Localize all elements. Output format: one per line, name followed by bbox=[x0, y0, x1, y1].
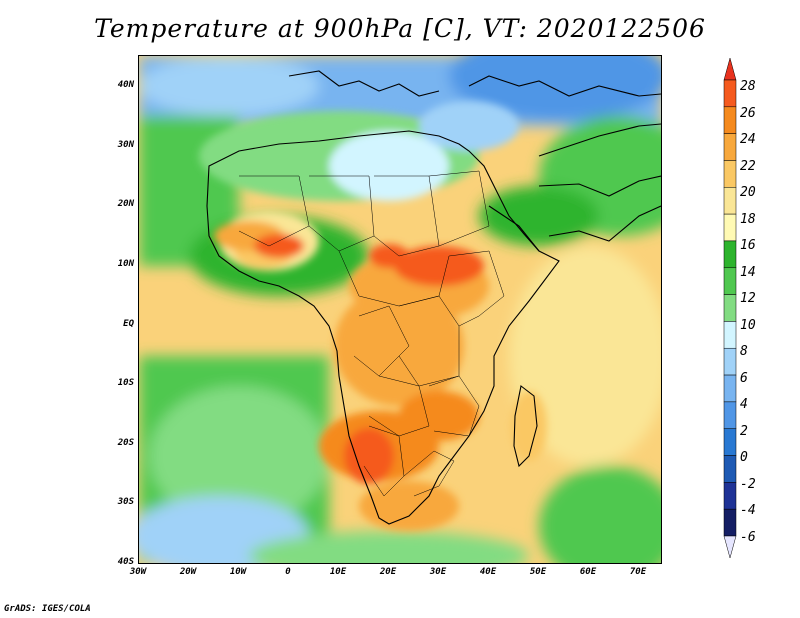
colorbar-label: 20 bbox=[740, 185, 756, 200]
colorbar-segment bbox=[723, 160, 737, 188]
colorbar-segment bbox=[723, 267, 737, 295]
colorbar-segment bbox=[723, 374, 737, 403]
lon-label: 30E bbox=[429, 567, 447, 577]
colorbar-segment bbox=[723, 321, 737, 349]
colorbar-segment bbox=[723, 106, 737, 134]
colorbar-segment bbox=[723, 213, 737, 242]
colorbar-label: 4 bbox=[740, 397, 748, 412]
colorbar-label: -2 bbox=[740, 477, 756, 492]
colorbar-segment bbox=[723, 401, 737, 429]
lat-label: 30S bbox=[117, 497, 134, 507]
colorbar-label: 16 bbox=[740, 238, 756, 253]
lon-label: 10E bbox=[329, 567, 347, 577]
colorbar-label: 8 bbox=[740, 344, 748, 359]
map-title: Temperature at 900hPa [C], VT: 202012250… bbox=[94, 14, 706, 43]
colorbar-segment bbox=[723, 79, 737, 108]
lat-label: 10S bbox=[117, 378, 134, 388]
colorbar-segment bbox=[723, 347, 737, 376]
lat-label: 30N bbox=[117, 140, 134, 150]
lon-label: 30W bbox=[129, 567, 147, 577]
coastline bbox=[206, 70, 661, 525]
colorbar-label: -4 bbox=[740, 503, 756, 518]
lon-label: 50E bbox=[529, 567, 547, 577]
colorbar-segment bbox=[723, 58, 737, 81]
credit-text: GrADS: IGES/COLA bbox=[4, 604, 91, 614]
colorbar-label: -6 bbox=[740, 530, 756, 545]
colorbar-segment bbox=[723, 455, 737, 483]
colorbar-segment bbox=[723, 187, 737, 215]
colorbar-label: 6 bbox=[740, 371, 748, 386]
land-field bbox=[199, 101, 547, 531]
lon-label: 20W bbox=[179, 567, 197, 577]
colorbar-segment bbox=[723, 133, 737, 161]
lat-label: 10N bbox=[117, 259, 134, 269]
lon-label: 10W bbox=[229, 567, 247, 577]
colorbar-label: 22 bbox=[740, 159, 756, 174]
colorbar-label: 10 bbox=[740, 318, 756, 333]
colorbar-label: 2 bbox=[740, 424, 748, 439]
lon-label: 40E bbox=[479, 567, 497, 577]
country-borders bbox=[238, 170, 505, 497]
colorbar-segment bbox=[723, 294, 737, 322]
temperature-field bbox=[139, 56, 661, 563]
colorbar-label: 18 bbox=[740, 212, 756, 227]
lon-label: 20E bbox=[379, 567, 397, 577]
colorbar-label: 26 bbox=[740, 106, 756, 121]
colorbar-segment bbox=[723, 240, 737, 269]
lon-label: 60E bbox=[579, 567, 597, 577]
lon-label: 0 bbox=[285, 567, 291, 577]
temperature-map bbox=[138, 55, 662, 564]
ocean-field bbox=[139, 56, 661, 563]
colorbar-label: 14 bbox=[740, 265, 756, 280]
lat-label: 40S bbox=[117, 557, 134, 567]
lat-label: 20N bbox=[117, 199, 134, 209]
colorbar bbox=[723, 58, 737, 558]
colorbar-segment bbox=[723, 482, 737, 510]
colorbar-label: 24 bbox=[740, 132, 756, 147]
colorbar-label: 0 bbox=[740, 450, 748, 465]
lat-label: 40N bbox=[117, 80, 134, 90]
lat-label: EQ bbox=[123, 319, 134, 329]
colorbar-segment bbox=[723, 535, 737, 558]
colorbar-label: 12 bbox=[740, 291, 756, 306]
lat-label: 20S bbox=[117, 438, 134, 448]
colorbar-label: 28 bbox=[740, 79, 756, 94]
colorbar-segment bbox=[723, 428, 737, 456]
lon-label: 70E bbox=[629, 567, 647, 577]
colorbar-segment bbox=[723, 508, 737, 537]
